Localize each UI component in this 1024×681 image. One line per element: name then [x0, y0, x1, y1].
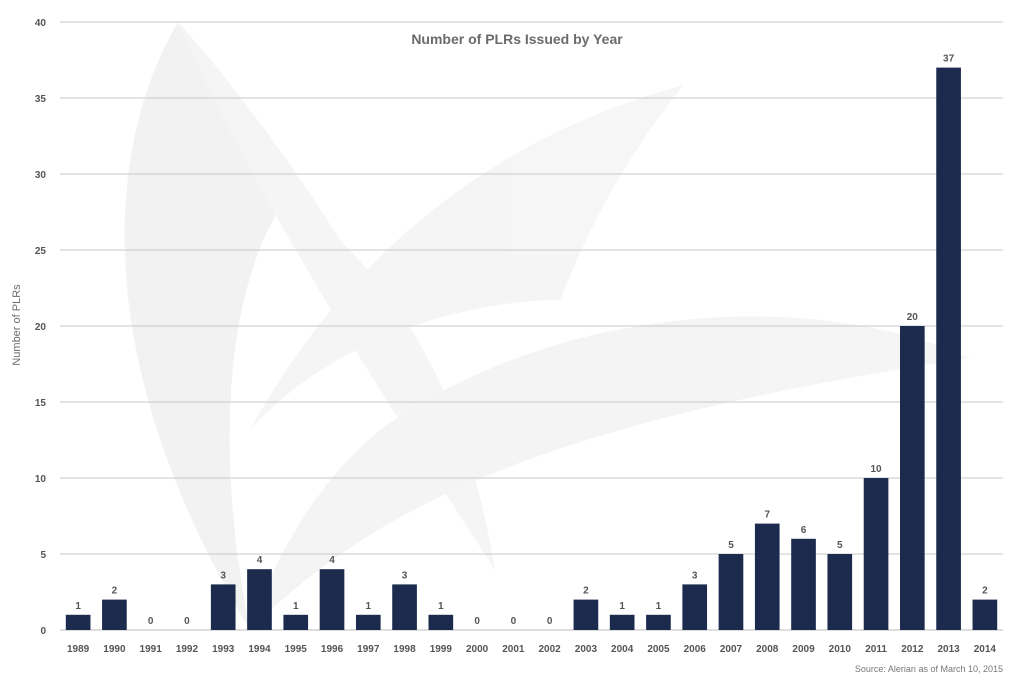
bar-2014	[972, 599, 998, 630]
data-label-1994: 4	[257, 555, 263, 566]
x-tick-label-1994: 1994	[248, 644, 271, 655]
y-tick-label: 20	[35, 322, 47, 333]
bar-1996	[319, 569, 345, 630]
bar-1993	[210, 584, 236, 630]
y-axis: 0 5 10 15 20 25 30 35 40	[35, 18, 47, 637]
x-tick-label-2014: 2014	[974, 644, 997, 655]
data-label-1995: 1	[293, 601, 299, 612]
bar-2005	[646, 614, 671, 630]
data-label-1993: 3	[220, 570, 226, 581]
data-label-2010: 5	[837, 540, 843, 551]
bar-2010	[827, 554, 853, 630]
x-tick-label-1990: 1990	[103, 644, 126, 655]
x-tick-label-2006: 2006	[684, 644, 707, 655]
bar-2008	[754, 523, 780, 630]
y-tick-label: 10	[35, 474, 47, 485]
data-label-2014: 2	[982, 586, 988, 597]
x-tick-label-2013: 2013	[937, 644, 960, 655]
y-tick-label: 25	[35, 246, 47, 257]
source-note: Source: Alerian as of March 10, 2015	[855, 664, 1003, 674]
bar-1989	[65, 614, 91, 630]
data-label-2000: 0	[474, 616, 480, 627]
bar-2004	[609, 614, 635, 630]
bar-1998	[392, 584, 417, 630]
x-tick-label-1989: 1989	[67, 644, 90, 655]
x-tick-label-2000: 2000	[466, 644, 489, 655]
y-tick-label: 5	[40, 550, 46, 561]
data-label-2004: 1	[619, 601, 625, 612]
data-label-1999: 1	[438, 601, 444, 612]
bar-1990	[102, 599, 127, 630]
bar-2009	[791, 538, 816, 630]
bar-2007	[718, 554, 744, 630]
data-label-2011: 10	[870, 464, 882, 475]
data-label-2007: 5	[728, 540, 734, 551]
x-tick-label-2012: 2012	[901, 644, 924, 655]
bar-2011	[863, 478, 889, 630]
x-tick-label-2005: 2005	[647, 644, 670, 655]
bar-1997	[355, 614, 381, 630]
data-label-2008: 7	[764, 510, 770, 521]
data-label-1998: 3	[402, 570, 408, 581]
y-tick-label: 15	[35, 398, 47, 409]
x-tick-label-1999: 1999	[430, 644, 453, 655]
y-axis-label: Number of PLRs	[11, 284, 23, 366]
y-tick-label: 0	[40, 626, 46, 637]
data-label-2001: 0	[511, 616, 517, 627]
data-label-1996: 4	[329, 555, 335, 566]
data-label-2006: 3	[692, 570, 698, 581]
x-tick-label-2007: 2007	[720, 644, 743, 655]
data-label-1997: 1	[366, 601, 372, 612]
x-tick-label-2002: 2002	[539, 644, 562, 655]
x-tick-label-1998: 1998	[393, 644, 416, 655]
bar-2006	[682, 584, 708, 630]
x-tick-label-1992: 1992	[176, 644, 199, 655]
data-label-2005: 1	[656, 601, 662, 612]
y-tick-label: 30	[35, 170, 47, 181]
x-tick-label-2010: 2010	[829, 644, 852, 655]
data-label-1989: 1	[75, 601, 81, 612]
x-tick-label-2001: 2001	[502, 644, 525, 655]
bar-2012	[899, 326, 925, 630]
bar-2003	[573, 599, 599, 630]
y-tick-label: 35	[35, 94, 47, 105]
chart-title: Number of PLRs Issued by Year	[411, 31, 623, 47]
data-label-2003: 2	[583, 586, 589, 597]
x-tick-label-1997: 1997	[357, 644, 380, 655]
bar-1994	[247, 569, 272, 630]
data-label-1992: 0	[184, 616, 190, 627]
y-tick-label: 40	[35, 18, 47, 29]
data-label-2009: 6	[801, 525, 807, 536]
data-label-2002: 0	[547, 616, 553, 627]
x-tick-label-1995: 1995	[285, 644, 308, 655]
x-tick-label-2004: 2004	[611, 644, 634, 655]
x-tick-label-1991: 1991	[140, 644, 163, 655]
x-tick-label-1993: 1993	[212, 644, 235, 655]
x-axis: 1989 1990 1991 1992 1993 1994 1995 1996 1997 1998…	[67, 644, 996, 655]
bar-1995	[283, 614, 309, 630]
x-tick-label-2003: 2003	[575, 644, 598, 655]
x-tick-label-2009: 2009	[792, 644, 815, 655]
data-label-1991: 0	[148, 616, 154, 627]
data-label-2012: 20	[907, 312, 919, 323]
x-tick-label-2008: 2008	[756, 644, 779, 655]
data-label-1990: 2	[112, 586, 118, 597]
x-tick-label-1996: 1996	[321, 644, 344, 655]
bar-2013	[936, 67, 961, 631]
gridlines	[60, 21, 1003, 631]
data-label-2013: 37	[943, 54, 955, 65]
bar-1999	[428, 614, 454, 630]
x-tick-label-2011: 2011	[865, 644, 887, 655]
